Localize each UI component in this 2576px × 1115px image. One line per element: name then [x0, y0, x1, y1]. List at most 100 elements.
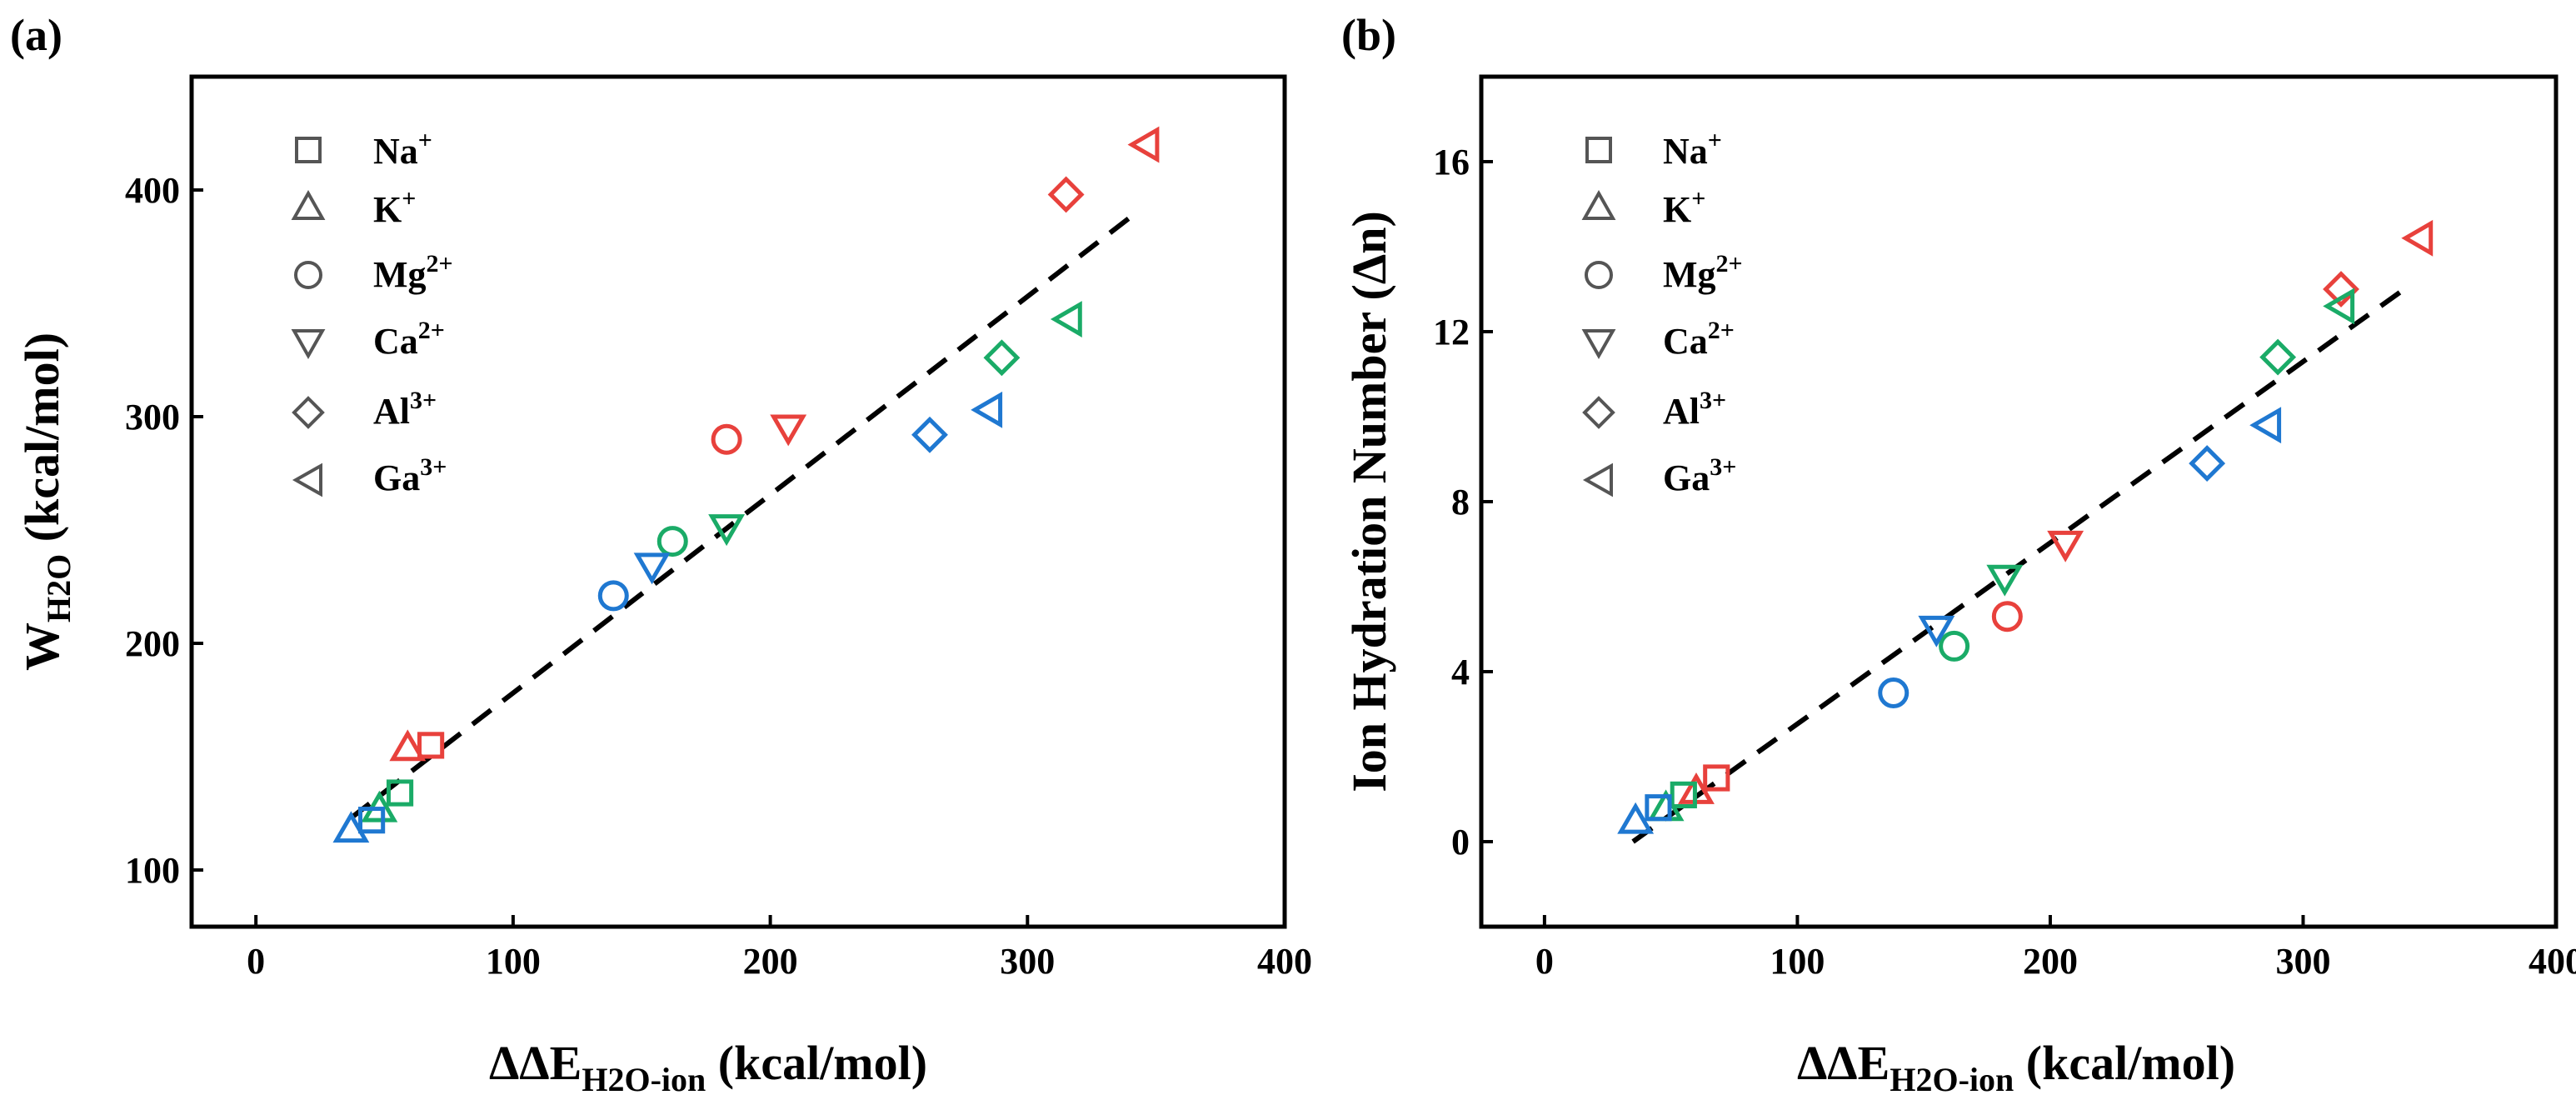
panel-b-point-green-triangle-left	[2323, 288, 2355, 325]
legend-diamond-marker-icon	[292, 396, 325, 429]
panel-b-point-green-triangle-down	[1986, 564, 2024, 597]
panel-b-point-red-triangle-down	[2047, 530, 2084, 562]
panel-a-y-tick-label: 400	[125, 170, 180, 211]
panel-b-x-tick-label: 0	[1535, 941, 1554, 982]
panel-a-x-axis-title-main: ΔΔE	[489, 1036, 582, 1090]
legend-label-k: K+	[1663, 185, 1705, 230]
panel-a-x-axis-title-unit: (kcal/mol)	[706, 1036, 927, 1090]
legend-item-ca: Ca2+	[1581, 317, 1735, 362]
panel-b-point-red-square	[1703, 764, 1730, 792]
panel-a-x-axis-title: ΔΔEH2O-ion (kcal/mol)	[489, 1036, 927, 1098]
panel-a-y-tick-label: 200	[125, 623, 180, 664]
legend-label-k: K+	[373, 185, 416, 230]
panel-b-x-tick-label: 400	[2529, 941, 2576, 982]
legend-triangle-left-marker-icon	[1582, 462, 1613, 498]
legend-circle-marker-icon	[1585, 261, 1613, 289]
legend-label-mg: Mg2+	[1663, 250, 1743, 295]
panel-b-point-blue-triangle-up	[1617, 802, 1655, 834]
panel-a-legend: Na+ K+ Mg2+ Ca2+ Al3+ Ga3+	[291, 127, 453, 498]
panel-a-x-tick-label: 200	[743, 941, 798, 982]
panel-b-x-axis-title: ΔΔEH2O-ion (kcal/mol)	[1797, 1036, 2235, 1098]
legend-item-al: Al3+	[1582, 387, 1726, 432]
panel-a-point-blue-square	[357, 807, 386, 834]
panel-a-y-tick-label: 300	[125, 397, 180, 438]
panel-b-x-axis-title-main: ΔΔE	[1797, 1036, 1890, 1090]
panel-a-x-tick-label: 300	[1000, 941, 1055, 982]
panel-a-point-green-diamond	[983, 339, 1021, 377]
legend-square-marker-icon	[1585, 137, 1612, 163]
legend-label-mg: Mg2+	[373, 250, 453, 295]
panel-b-y-tick-label: 12	[1433, 312, 1470, 352]
legend-triangle-left-marker-icon	[292, 462, 322, 498]
legend-label-ga: Ga3+	[1663, 453, 1736, 498]
panel-a-point-green-triangle-left	[1050, 301, 1082, 338]
panel-b-x-tick-label: 200	[2023, 941, 2078, 982]
panel-b-x-tick-label: 300	[2275, 941, 2330, 982]
panel-b-y-axis-title: Ion Hydration Number (Δn)	[1342, 211, 1396, 792]
panel-a-point-blue-triangle-down	[633, 552, 671, 585]
panel-b-y-tick-label: 0	[1451, 822, 1470, 862]
panel-a-y-axis-title-main: W	[15, 622, 69, 671]
panel-a-fit-line	[349, 215, 1132, 820]
legend-triangle-up-marker-icon	[1581, 189, 1616, 220]
panel-a-point-red-square	[417, 732, 445, 759]
panel-a-point-blue-triangle-up	[332, 811, 370, 843]
panel-a-point-red-triangle-up	[389, 729, 427, 762]
panel-b-point-blue-circle	[1878, 678, 1910, 708]
panel-b: (b) 0 100 200 300 400 0 4 8 12 16 Ion Hydration N…	[1341, 10, 2576, 1098]
legend-label-al: Al3+	[373, 387, 437, 432]
panel-a-y-axis-title: WH2O (kcal/mol)	[15, 332, 77, 671]
panel-b-label: (b)	[1341, 10, 1396, 60]
legend-item-na: Na+	[1585, 127, 1722, 172]
panel-a-frame	[189, 74, 1287, 929]
panel-a-point-red-triangle-left	[1127, 126, 1160, 163]
legend-label-ga: Ga3+	[373, 453, 447, 498]
panel-a-point-green-square	[386, 779, 414, 807]
panel-a-point-green-circle	[656, 526, 688, 558]
panel-a-y-axis-title-unit: (kcal/mol)	[15, 332, 69, 554]
panel-b-point-red-diamond	[2323, 271, 2359, 308]
legend-item-al: Al3+	[292, 387, 437, 432]
legend-item-ga: Ga3+	[1582, 453, 1736, 498]
legend-label-ca: Ca2+	[373, 317, 445, 362]
panel-a-point-blue-triangle-left	[971, 391, 1003, 428]
legend-triangle-down-marker-icon	[291, 329, 326, 360]
legend-item-mg: Mg2+	[1585, 250, 1743, 295]
panel-b-point-green-square	[1670, 781, 1697, 808]
panel-b-y-tick-label: 8	[1451, 482, 1470, 522]
legend-circle-marker-icon	[294, 261, 322, 289]
legend-item-mg: Mg2+	[294, 250, 453, 295]
panel-a-point-blue-diamond	[911, 416, 948, 453]
panel-a-point-red-diamond	[1047, 176, 1085, 213]
legend-label-na: Na+	[373, 127, 432, 172]
panel-a-x-axis-title-sub: H2O-ion	[582, 1061, 706, 1098]
panel-b-point-green-circle	[1939, 630, 1970, 662]
legend-label-al: Al3+	[1663, 387, 1726, 432]
panel-b-x-axis-title-sub: H2O-ion	[1890, 1061, 2014, 1098]
panel-a-x-tick-label: 400	[1257, 941, 1312, 982]
panel-a-point-green-triangle-down	[708, 514, 746, 547]
panel-b-plot-area: 0 100 200 300 400 0 4 8 12 16	[1433, 142, 2576, 982]
panel-b-y-tick-label: 4	[1451, 652, 1470, 692]
panel-a-point-red-triangle-down	[770, 414, 807, 447]
panel-b-y-axis-title-main: Ion Hydration Number (Δn)	[1342, 211, 1396, 792]
panel-b-point-red-triangle-left	[2401, 219, 2434, 257]
panel-b-point-blue-square	[1645, 794, 1672, 822]
panel-a-y-axis-title-sub: H2O	[40, 554, 77, 622]
panel-b-point-blue-triangle-left	[2249, 407, 2282, 444]
panel-a-x-tick-label: 0	[247, 941, 265, 982]
legend-square-marker-icon	[295, 137, 322, 163]
panel-a-x-tick-label: 100	[486, 941, 541, 982]
panel-b-y-tick-label: 16	[1433, 142, 1470, 182]
legend-diamond-marker-icon	[1582, 396, 1615, 429]
panel-a-y-tick-label: 100	[125, 850, 180, 891]
legend-item-ga: Ga3+	[292, 453, 447, 498]
panel-a-point-red-circle	[711, 423, 742, 455]
panel-a-label: (a)	[10, 10, 62, 60]
legend-item-k: K+	[291, 185, 416, 230]
legend-item-ca: Ca2+	[291, 317, 445, 362]
legend-label-na: Na+	[1663, 127, 1722, 172]
legend-triangle-down-marker-icon	[1581, 329, 1616, 360]
panel-b-point-blue-triangle-down	[1918, 615, 1955, 648]
